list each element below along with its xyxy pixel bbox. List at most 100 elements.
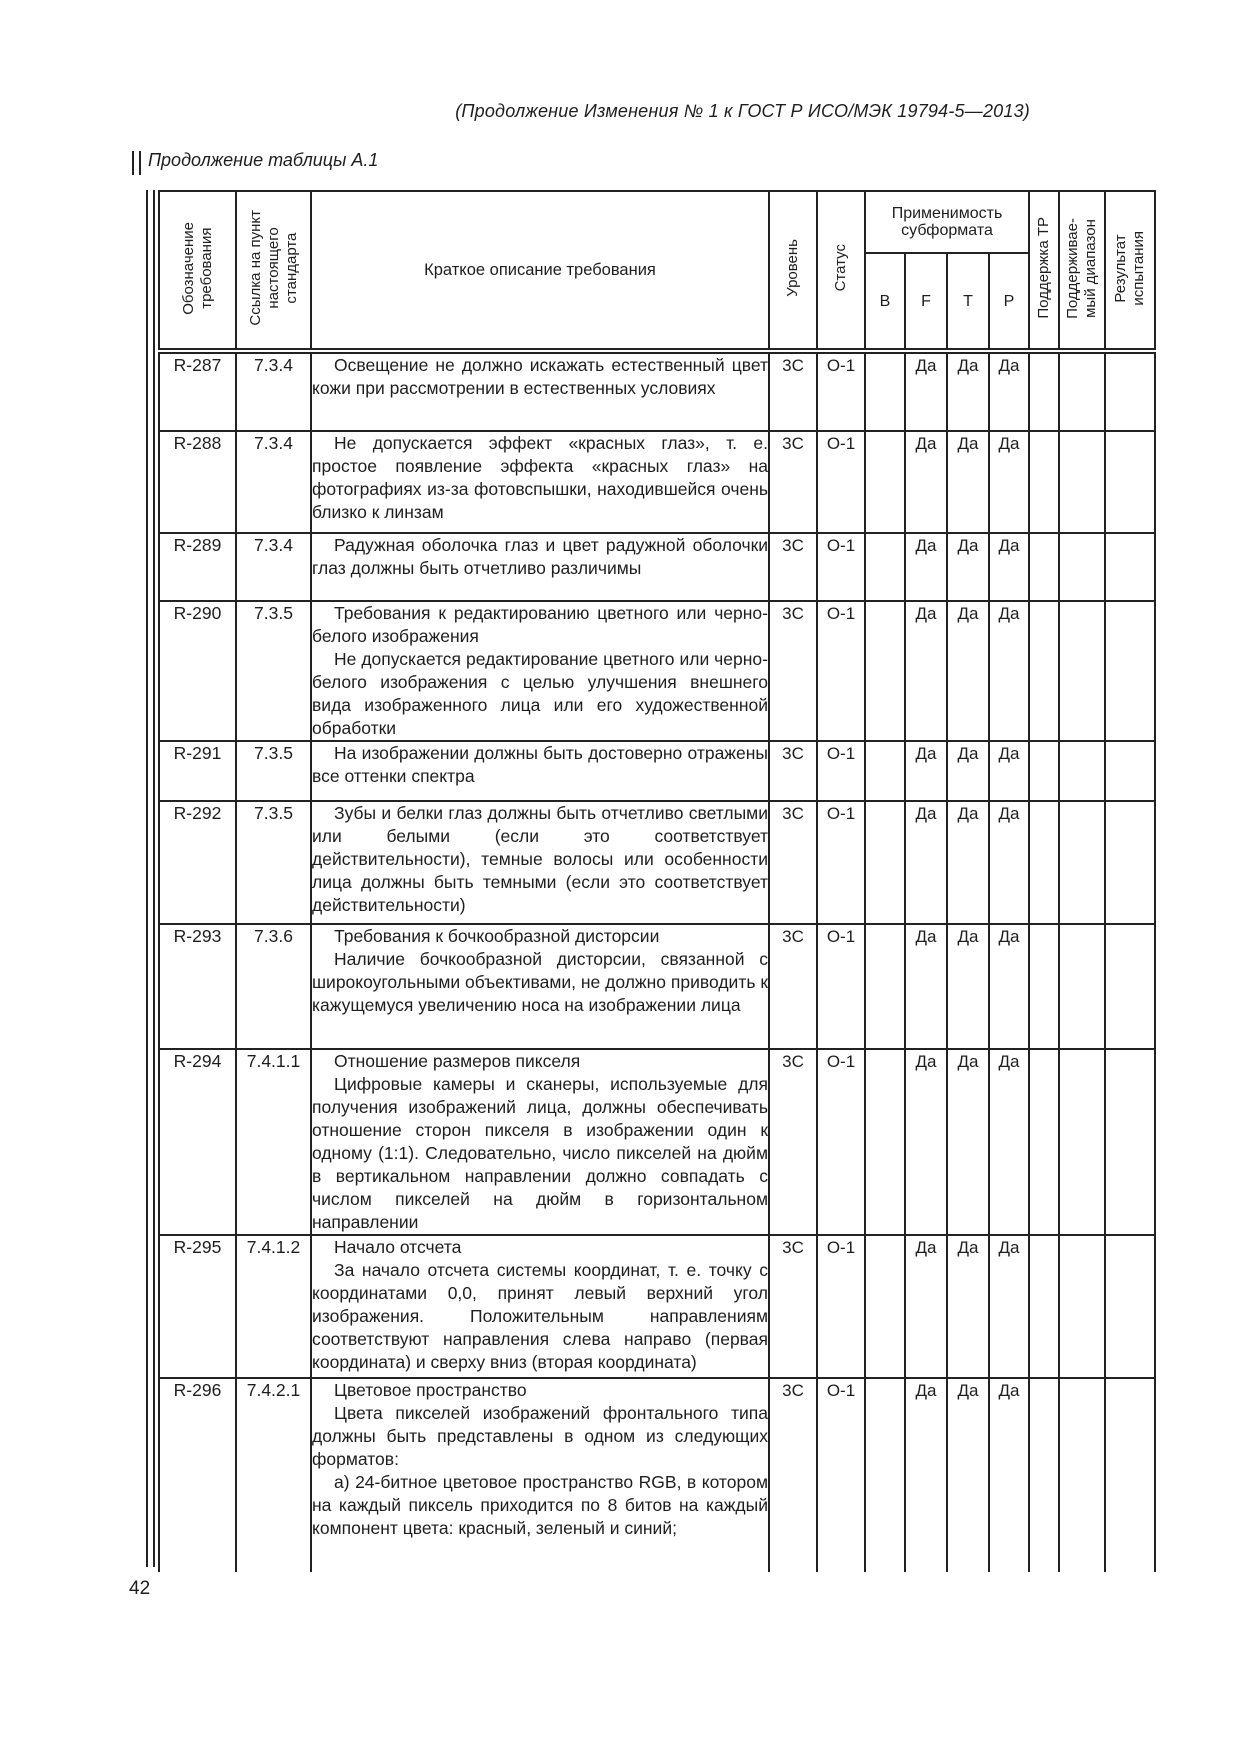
- table-caption: Продолжение таблицы А.1: [148, 150, 379, 170]
- subformat-t-cell: Да: [946, 800, 990, 925]
- header-description: Краткое описание требования: [310, 190, 770, 354]
- test-result-cell: [1104, 800, 1157, 925]
- description-cell: Требования к бочкообразной дисторсии Нали…: [310, 923, 770, 1050]
- table-row: R-288 7.3.4 Не допускается эффект «красн…: [158, 430, 1157, 534]
- subformat-t-cell: Да: [946, 1234, 990, 1379]
- level-cell: 3С: [768, 600, 818, 742]
- description-cell: Освещение не должно искажать естественны…: [310, 350, 770, 432]
- subformat-b-cell: [864, 923, 906, 1050]
- subformat-b-cell: [864, 430, 906, 534]
- tr-support-cell: [1028, 600, 1061, 742]
- supported-range-cell: [1058, 532, 1107, 602]
- tr-support-cell: [1028, 532, 1061, 602]
- tr-support-cell: [1028, 923, 1061, 1050]
- standard-ref-cell: 7.3.6: [235, 923, 312, 1050]
- subformat-t-cell: Да: [946, 600, 990, 742]
- subformat-p-cell: Да: [987, 1234, 1031, 1379]
- description-paragraph: Цветовое пространство: [334, 1380, 527, 1400]
- subformat-t-cell: Да: [946, 532, 990, 602]
- description-cell: Отношение размеров пикселя Цифровые камер…: [310, 1048, 770, 1236]
- requirement-id-cell: R-294: [158, 1048, 237, 1236]
- standard-ref-cell: 7.3.5: [235, 800, 312, 925]
- tr-support-cell: [1028, 350, 1061, 432]
- subformat-b-cell: [864, 1377, 906, 1572]
- description-paragraph: На изображении должны быть достоверно от…: [312, 743, 768, 786]
- subformat-b-cell: [864, 800, 906, 925]
- description-paragraph: Не допускается редактирование цветного и…: [312, 649, 768, 738]
- subformat-b-cell: [864, 600, 906, 742]
- status-cell: О-1: [816, 800, 866, 925]
- requirement-id-cell: R-292: [158, 800, 237, 925]
- table-row: R-296 7.4.2.1 Цветовое пространство Цвета…: [158, 1377, 1157, 1572]
- change-marker-icon: [132, 151, 141, 175]
- subformat-f-cell: Да: [904, 600, 948, 742]
- header-subformat-b: B: [864, 252, 906, 354]
- change-bar: [146, 190, 155, 1567]
- description-cell: Цветовое пространство Цвета пикселей изоб…: [310, 1377, 770, 1572]
- requirement-id-cell: R-295: [158, 1234, 237, 1379]
- description-paragraph: Зубы и белки глаз должны быть отчетливо …: [312, 803, 768, 915]
- requirement-id-cell: R-290: [158, 600, 237, 742]
- level-cell: 3С: [768, 923, 818, 1050]
- description-cell: Требования к редактированию цветного или…: [310, 600, 770, 742]
- status-cell: О-1: [816, 350, 866, 432]
- table-row: R-291 7.3.5 На изображении должны быть д…: [158, 740, 1157, 802]
- standard-ref-cell: 7.4.2.1: [235, 1377, 312, 1572]
- status-cell: О-1: [816, 532, 866, 602]
- test-result-cell: [1104, 1048, 1157, 1236]
- level-cell: 3С: [768, 350, 818, 432]
- description-paragraph: Требования к бочкообразной дисторсии: [334, 926, 660, 946]
- requirements-table-wrapper: Обозначение требования Ссылка на пункт н…: [158, 190, 1157, 1572]
- header-subformat-t: T: [946, 252, 990, 354]
- supported-range-cell: [1058, 740, 1107, 802]
- subformat-t-cell: Да: [946, 1377, 990, 1572]
- status-cell: О-1: [816, 600, 866, 742]
- header-subformat-f: F: [904, 252, 948, 354]
- requirement-id-cell: R-287: [158, 350, 237, 432]
- supported-range-cell: [1058, 430, 1107, 534]
- supported-range-cell: [1058, 350, 1107, 432]
- status-cell: О-1: [816, 740, 866, 802]
- description-cell: Начало отсчета За начало отсчета системы …: [310, 1234, 770, 1379]
- header-test-result-label: Результат испытания: [1112, 230, 1148, 306]
- header-tr-support: Поддержка ТР: [1028, 190, 1061, 354]
- status-cell: О-1: [816, 430, 866, 534]
- header-designation: Обозначение требования: [158, 190, 237, 354]
- requirement-id-cell: R-293: [158, 923, 237, 1050]
- description-cell: На изображении должны быть достоверно от…: [310, 740, 770, 802]
- subformat-p-cell: Да: [987, 600, 1031, 742]
- level-cell: 3С: [768, 1048, 818, 1236]
- table-row: R-293 7.3.6 Требования к бочкообразной д…: [158, 923, 1157, 1050]
- subformat-p-cell: Да: [987, 1377, 1031, 1572]
- status-cell: О-1: [816, 923, 866, 1050]
- status-cell: О-1: [816, 1377, 866, 1572]
- requirement-id-cell: R-289: [158, 532, 237, 602]
- subformat-p-cell: Да: [987, 350, 1031, 432]
- test-result-cell: [1104, 600, 1157, 742]
- description-paragraph: Начало отсчета: [334, 1237, 462, 1257]
- test-result-cell: [1104, 1234, 1157, 1379]
- subformat-b-cell: [864, 532, 906, 602]
- subformat-f-cell: Да: [904, 1377, 948, 1572]
- requirements-table: Обозначение требования Ссылка на пункт н…: [158, 190, 1157, 1572]
- subformat-f-cell: Да: [904, 800, 948, 925]
- header-status-label: Статус: [832, 244, 849, 292]
- subformat-t-cell: Да: [946, 430, 990, 534]
- description-cell: Радужная оболочка глаз и цвет радужной о…: [310, 532, 770, 602]
- description-paragraph: Освещение не должно искажать естественны…: [312, 355, 768, 398]
- test-result-cell: [1104, 532, 1157, 602]
- table-row: R-294 7.4.1.1 Отношение размеров пикселя…: [158, 1048, 1157, 1236]
- description-cell: Зубы и белки глаз должны быть отчетливо …: [310, 800, 770, 925]
- subformat-b-cell: [864, 1048, 906, 1236]
- subformat-t-cell: Да: [946, 1048, 990, 1236]
- standard-ref-cell: 7.3.4: [235, 350, 312, 432]
- table-row: R-290 7.3.5 Требования к редактированию …: [158, 600, 1157, 742]
- description-paragraph: а) 24-битное цветовое пространство RGB, …: [312, 1472, 768, 1538]
- table-row: R-295 7.4.1.2 Начало отсчета За начало от…: [158, 1234, 1157, 1379]
- test-result-cell: [1104, 740, 1157, 802]
- subformat-f-cell: Да: [904, 350, 948, 432]
- supported-range-cell: [1058, 923, 1107, 1050]
- header-applicability-group: Применимость субформата: [863, 190, 1031, 254]
- header-level-label: Уровень: [784, 239, 801, 297]
- tr-support-cell: [1028, 1234, 1061, 1379]
